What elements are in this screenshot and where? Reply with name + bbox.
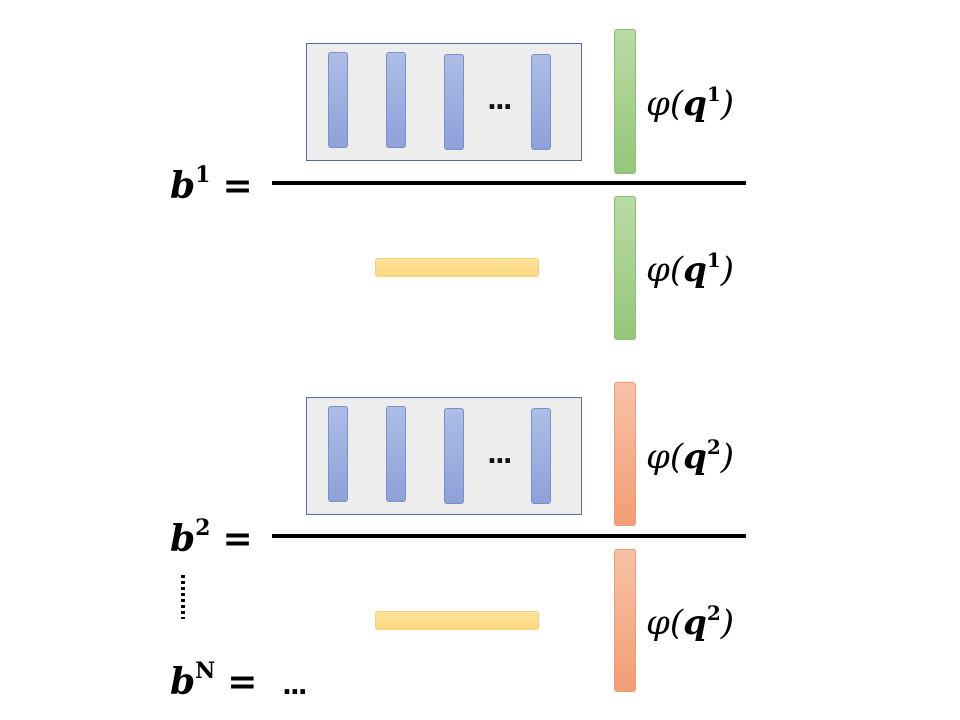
lhs-b2: b2 = bbox=[170, 515, 253, 560]
lhs-b1: b1 = bbox=[170, 162, 253, 207]
fraction-line-1 bbox=[272, 181, 746, 185]
rhs-ellipsis: ... bbox=[282, 671, 308, 701]
key-column-vector bbox=[328, 406, 348, 502]
ellipsis: ... bbox=[487, 86, 513, 116]
key-column-vector bbox=[386, 52, 406, 148]
key-matrix-1: ... bbox=[306, 43, 582, 161]
phi-q1-denominator-label: φ(q1) bbox=[646, 248, 735, 290]
ellipsis: ... bbox=[487, 440, 513, 470]
phi-q2-numerator-label: φ(q2) bbox=[646, 435, 735, 477]
key-column-vector bbox=[444, 54, 464, 150]
normalizer-vector-1 bbox=[375, 258, 539, 277]
query-feature-vector-2-top bbox=[614, 382, 636, 526]
phi-q2-denominator-label: φ(q2) bbox=[646, 601, 735, 643]
key-matrix-2: ... bbox=[306, 397, 582, 515]
key-column-vector bbox=[386, 406, 406, 502]
key-column-vector bbox=[531, 408, 551, 504]
query-feature-vector-1-top bbox=[614, 29, 636, 174]
query-feature-vector-1-bottom bbox=[614, 196, 636, 340]
normalizer-vector-2 bbox=[375, 611, 539, 630]
query-feature-vector-2-bottom bbox=[614, 549, 636, 692]
key-column-vector bbox=[328, 52, 348, 148]
phi-q1-numerator-label: φ(q1) bbox=[646, 82, 735, 124]
vertical-ellipsis bbox=[181, 575, 185, 619]
lhs-bN: bN = ... bbox=[170, 658, 308, 703]
key-column-vector bbox=[444, 408, 464, 504]
key-column-vector bbox=[531, 54, 551, 150]
fraction-line-2 bbox=[272, 534, 746, 538]
